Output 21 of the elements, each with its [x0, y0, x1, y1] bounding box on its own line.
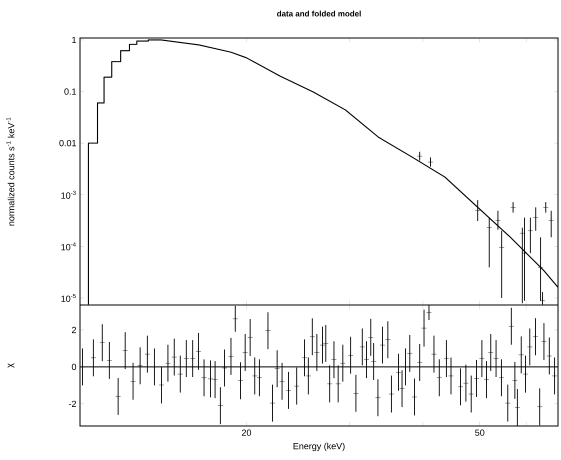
y-tick-label: 10$^{-3}$ — [61, 190, 76, 199]
y-tick-label: 0.1 — [64, 88, 76, 95]
x-tick-label: 20 — [242, 430, 252, 436]
y-tick-label: 2 — [72, 326, 76, 334]
y-tick-label: -2 — [68, 400, 76, 407]
y-tick-label: 10$^{-4}$ — [61, 242, 76, 250]
y-tick-label: 1 — [72, 36, 76, 44]
y-tick-label: 0.01 — [59, 140, 76, 146]
x-axis-title: Energy (keV) — [294, 442, 345, 452]
y-axis-title: normalized counts s$^{-1}$ keV$^{-1}$ — [6, 118, 14, 226]
point — [520, 230, 526, 236]
y-tick-label: 10$^{-5}$ — [61, 294, 76, 302]
point — [498, 244, 504, 250]
point — [522, 250, 528, 256]
x-tick-label: 50 — [475, 430, 484, 436]
point — [538, 264, 544, 270]
point — [510, 204, 516, 210]
y-tick-label: 0 — [72, 364, 76, 370]
y-axis-title: χ — [8, 363, 14, 368]
point — [495, 218, 501, 223]
point — [528, 228, 534, 234]
